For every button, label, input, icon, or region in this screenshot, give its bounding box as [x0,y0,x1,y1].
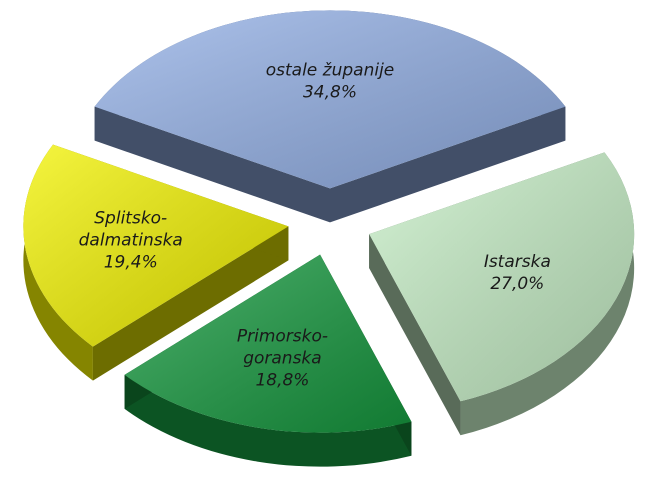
pie-side [460,152,635,436]
category-label: Primorsko-goranska [237,326,328,368]
category-label: ostale županije [266,61,395,81]
pie-tops [23,10,635,433]
pie-side [94,106,330,223]
value-label: 19,4% [104,252,158,272]
pie-side [124,374,412,467]
pie-side [330,106,566,223]
pie-slice-shade [23,144,289,347]
pie-slice-shade [124,254,412,433]
pie-side [23,144,93,381]
pie-side [369,234,461,436]
pie-slice-shade [94,10,566,189]
category-label: Istarska [484,252,551,272]
value-label: 34,8% [303,83,357,103]
pie-slice-shade [369,152,635,402]
category-label: Splitsko-dalmatinska [79,208,183,250]
value-label: 18,8% [255,370,309,390]
pie-side [92,226,289,381]
value-label: 27,0% [490,274,544,294]
